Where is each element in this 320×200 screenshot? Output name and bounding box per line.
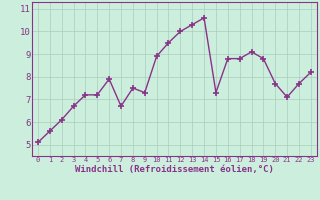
X-axis label: Windchill (Refroidissement éolien,°C): Windchill (Refroidissement éolien,°C) <box>75 165 274 174</box>
